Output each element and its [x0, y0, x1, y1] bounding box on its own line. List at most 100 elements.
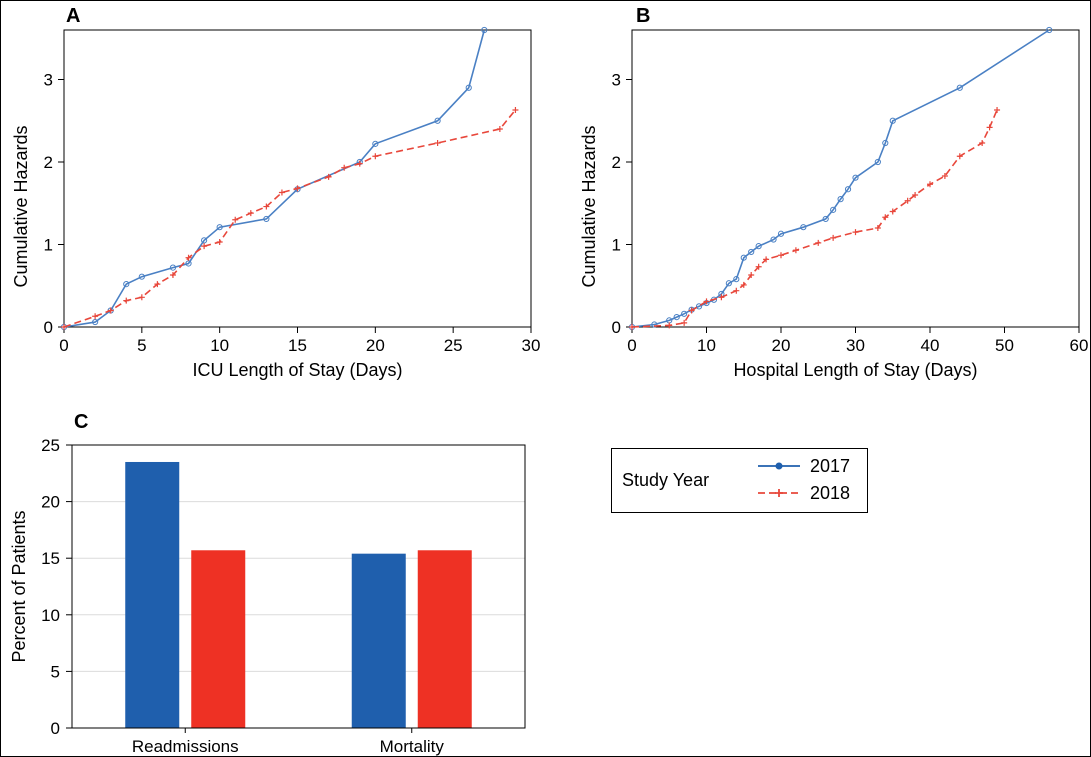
data-point-2018 — [512, 107, 519, 114]
y-tick-label: 0 — [44, 318, 53, 337]
data-point-2017 — [830, 206, 837, 213]
data-point-2018 — [792, 247, 799, 254]
panel-letter-b: B — [636, 5, 650, 27]
data-point-2018 — [703, 298, 710, 305]
data-point-2018 — [201, 243, 208, 250]
data-point-2017 — [681, 310, 688, 317]
y-tick-label: 10 — [41, 606, 60, 625]
x-tick-label: 40 — [921, 336, 940, 355]
panel-a-hazard-chart: 0 5 10 15 20 25 30 0 1 2 3 ICU Length of Stay (Days… — [11, 26, 541, 380]
data-point-2018 — [154, 281, 161, 288]
x-tick-label: 0 — [59, 336, 68, 355]
x-tick-label: 30 — [522, 336, 541, 355]
data-point-2018 — [994, 107, 1001, 114]
data-point-2017 — [748, 248, 755, 256]
data-point-2018 — [986, 124, 993, 131]
data-point-2018 — [748, 272, 755, 279]
data-point-2018 — [123, 297, 130, 304]
y-tick-label: 5 — [51, 662, 60, 681]
data-point-2018 — [434, 140, 441, 147]
data-point-2018 — [904, 197, 911, 204]
data-point-2018 — [927, 181, 933, 188]
legend-item-2018: 2018 — [758, 483, 850, 503]
series-line-2017 — [63, 29, 486, 328]
data-point-2018 — [979, 140, 986, 147]
bar-2017 — [351, 553, 406, 728]
x-tick-label: 50 — [995, 336, 1014, 355]
data-point-2017 — [673, 314, 680, 321]
data-point-2018 — [882, 214, 889, 221]
series-line-2017 — [631, 29, 1050, 328]
data-point-2017 — [92, 318, 99, 326]
data-point-2018 — [763, 256, 770, 263]
y-axis-title: Cumulative Hazards — [579, 125, 599, 287]
data-point-2017 — [777, 230, 785, 237]
data-point-2018 — [733, 287, 740, 294]
bar-2018 — [417, 550, 472, 728]
x-axis-title: ICU Length of Stay (Days) — [192, 360, 402, 380]
data-point-2018 — [325, 173, 332, 180]
data-point-2018 — [956, 153, 963, 160]
legend-title: Study Year — [622, 470, 709, 490]
bar-2017 — [125, 461, 180, 728]
data-point-2018 — [889, 208, 896, 215]
x-tick-label: 30 — [846, 336, 865, 355]
panel-letter-a: A — [66, 5, 80, 27]
data-point-2018 — [61, 324, 67, 330]
category-label: Readmissions — [132, 737, 239, 756]
data-point-2018 — [278, 189, 285, 196]
data-point-2017 — [169, 264, 177, 271]
data-point-2017 — [695, 303, 703, 310]
data-point-2018 — [216, 239, 223, 246]
data-point-2018 — [294, 185, 301, 192]
data-point-2017 — [837, 196, 844, 203]
data-point-2017 — [874, 158, 881, 166]
x-tick-label: 15 — [288, 336, 307, 355]
data-point-2018 — [778, 252, 784, 259]
data-point-2017 — [852, 174, 859, 181]
data-point-2017 — [372, 140, 379, 147]
data-point-2018 — [912, 192, 919, 198]
data-point-2017 — [651, 321, 658, 328]
data-point-2018 — [107, 307, 114, 314]
y-tick-label: 2 — [44, 153, 53, 172]
series-line-2018 — [63, 109, 517, 328]
y-tick-label: 1 — [612, 236, 621, 255]
plot-frame — [71, 444, 526, 729]
data-point-2018 — [169, 272, 176, 279]
data-point-2018 — [941, 173, 948, 180]
x-axis-title: Hospital Length of Stay (Days) — [733, 360, 977, 380]
data-point-2017 — [800, 224, 807, 231]
data-point-2018 — [740, 281, 747, 288]
data-point-2018 — [688, 307, 695, 314]
y-tick-label: 25 — [41, 436, 60, 455]
data-point-2017 — [185, 260, 192, 267]
data-point-2017 — [1046, 26, 1053, 34]
data-point-2017 — [889, 117, 896, 124]
data-point-2018 — [92, 313, 99, 320]
y-axis-title: Cumulative Hazards — [11, 125, 31, 287]
y-tick-label: 1 — [44, 236, 53, 255]
y-tick-label: 0 — [51, 719, 60, 738]
x-tick-label: 20 — [366, 336, 385, 355]
x-tick-label: 60 — [1070, 336, 1089, 355]
data-point-2017 — [755, 243, 762, 250]
data-point-2018 — [232, 216, 239, 223]
data-point-2018 — [138, 294, 145, 301]
x-tick-label: 10 — [210, 336, 229, 355]
data-point-2017 — [216, 224, 223, 231]
data-point-2018 — [341, 164, 348, 171]
x-tick-label: 5 — [137, 336, 146, 355]
x-tick-label: 20 — [772, 336, 791, 355]
data-point-2017 — [733, 276, 740, 283]
data-point-2018 — [830, 234, 837, 241]
y-tick-label: 2 — [612, 153, 621, 172]
y-tick-label: 0 — [612, 318, 621, 337]
legend-label-2018: 2018 — [810, 483, 850, 503]
panel-letter-c: C — [74, 411, 88, 433]
data-point-2017 — [434, 117, 441, 124]
data-point-2017 — [844, 186, 852, 193]
legend-box — [611, 448, 868, 513]
data-point-2017 — [822, 215, 829, 223]
